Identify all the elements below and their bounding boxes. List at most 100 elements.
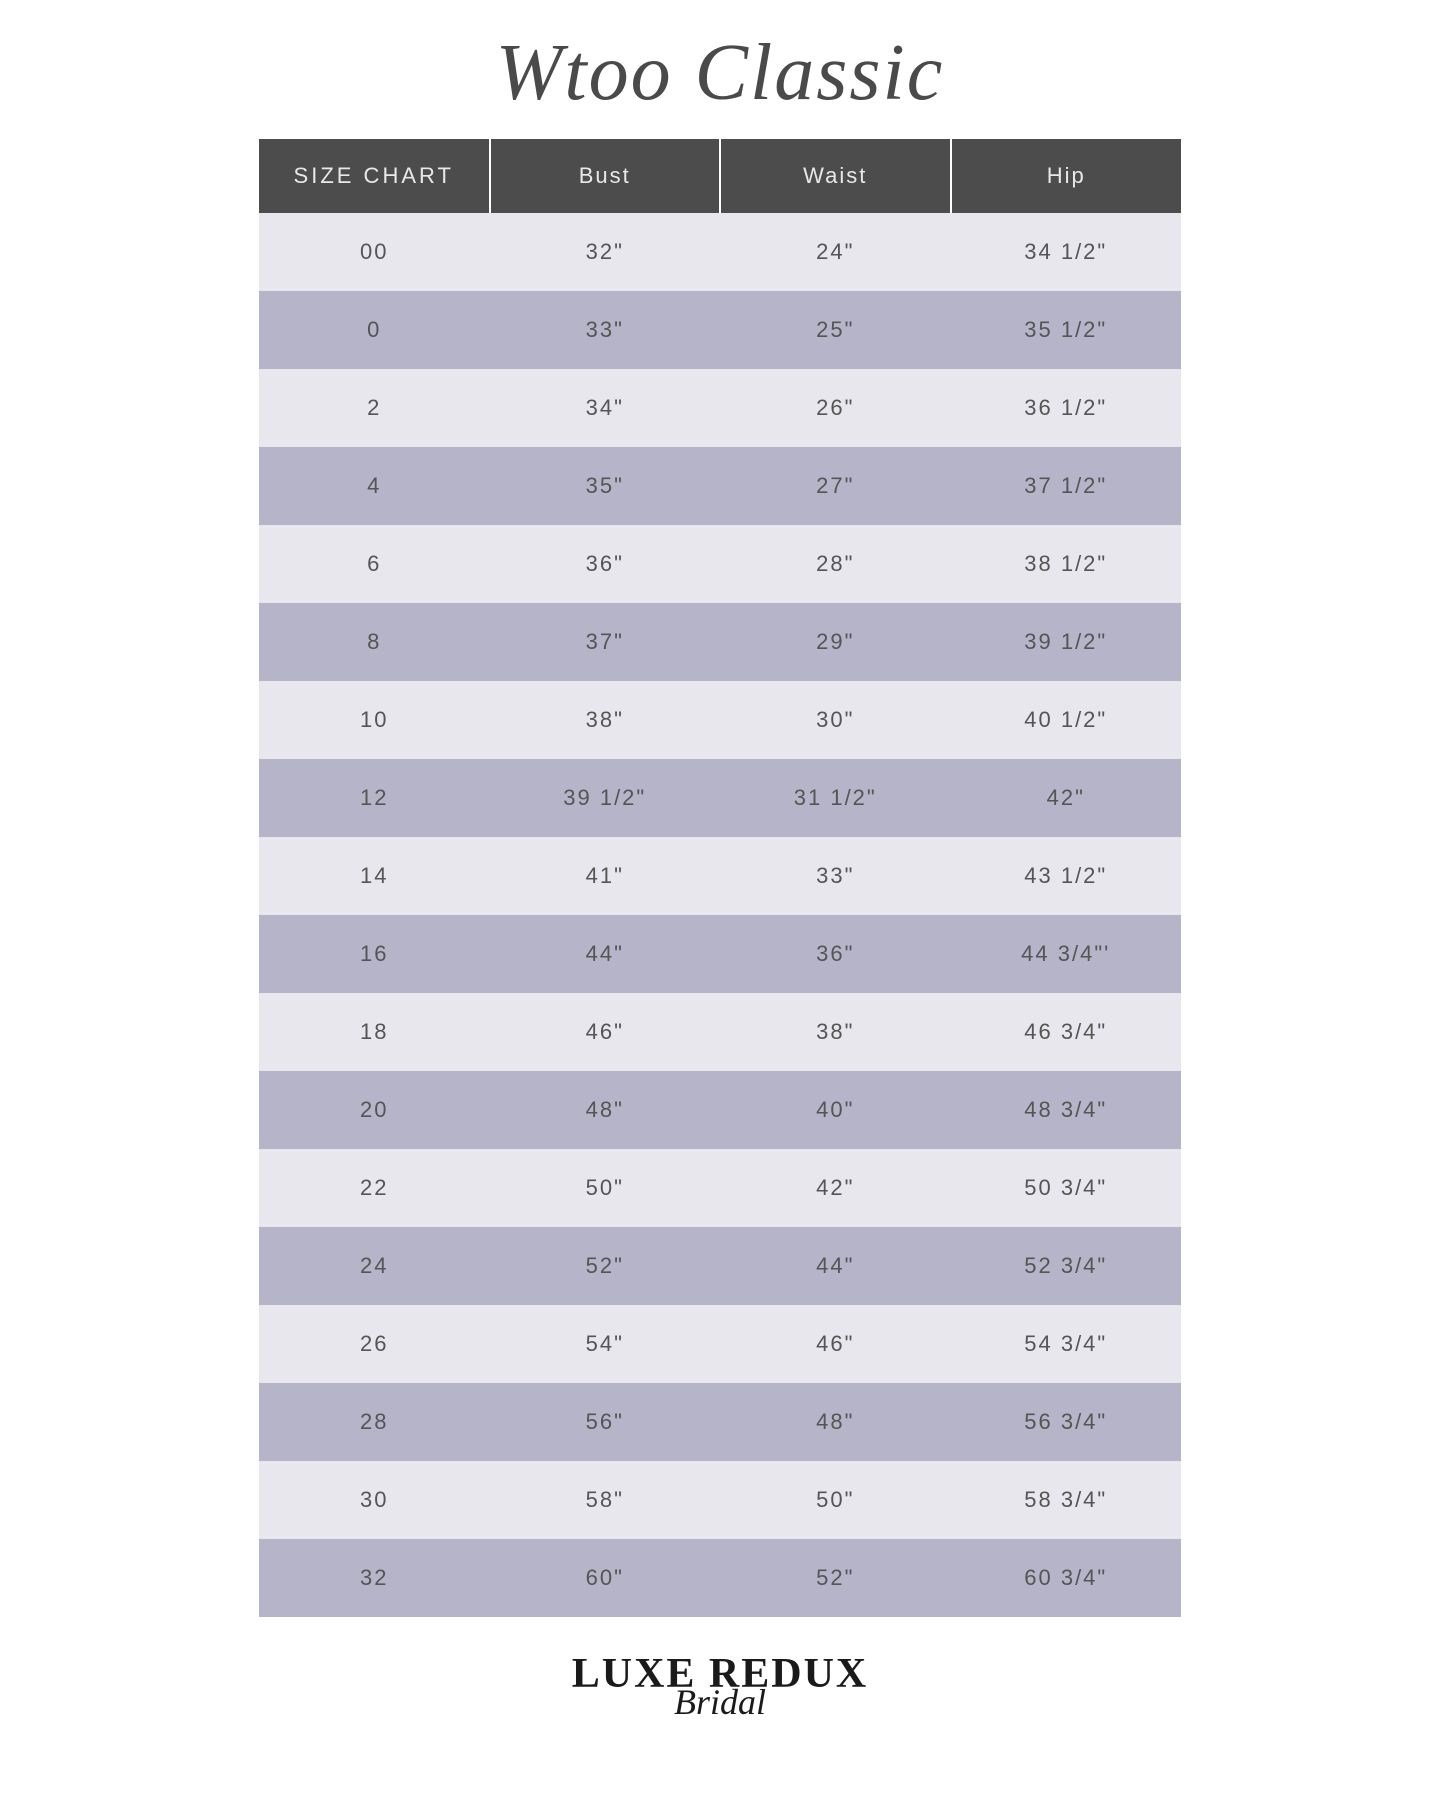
table-row: 636"28"38 1/2" — [259, 525, 1181, 603]
footer-logo: LUXE REDUX Bridal — [0, 1653, 1440, 1723]
table-row: 2654"46"54 3/4" — [259, 1305, 1181, 1383]
table-cell: 22 — [259, 1149, 490, 1227]
table-cell: 6 — [259, 525, 490, 603]
table-cell: 36" — [490, 525, 721, 603]
column-header: Waist — [720, 139, 951, 213]
page-title: Wtoo Classic — [0, 0, 1440, 139]
table-cell: 30 — [259, 1461, 490, 1539]
table-cell: 18 — [259, 993, 490, 1071]
table-cell: 4 — [259, 447, 490, 525]
table-cell: 46 3/4" — [951, 993, 1182, 1071]
table-row: 2856"48"56 3/4" — [259, 1383, 1181, 1461]
table-cell: 52 3/4" — [951, 1227, 1182, 1305]
table-cell: 39 1/2" — [490, 759, 721, 837]
table-cell: 36 1/2" — [951, 369, 1182, 447]
table-cell: 54" — [490, 1305, 721, 1383]
table-cell: 60" — [490, 1539, 721, 1617]
table-cell: 33" — [490, 291, 721, 369]
table-cell: 35" — [490, 447, 721, 525]
table-cell: 37" — [490, 603, 721, 681]
table-cell: 43 1/2" — [951, 837, 1182, 915]
table-cell: 26 — [259, 1305, 490, 1383]
table-row: 435"27"37 1/2" — [259, 447, 1181, 525]
table-row: 1038"30"40 1/2" — [259, 681, 1181, 759]
table-cell: 26" — [720, 369, 951, 447]
table-cell: 28 — [259, 1383, 490, 1461]
table-cell: 38 1/2" — [951, 525, 1182, 603]
table-row: 1441"33"43 1/2" — [259, 837, 1181, 915]
table-cell: 58 3/4" — [951, 1461, 1182, 1539]
table-cell: 16 — [259, 915, 490, 993]
table-cell: 44 3/4"' — [951, 915, 1182, 993]
table-row: 0032"24"34 1/2" — [259, 213, 1181, 291]
table-cell: 42" — [951, 759, 1182, 837]
table-cell: 25" — [720, 291, 951, 369]
table-cell: 30" — [720, 681, 951, 759]
table-cell: 29" — [720, 603, 951, 681]
table-cell: 48 3/4" — [951, 1071, 1182, 1149]
table-cell: 38" — [490, 681, 721, 759]
table-cell: 56 3/4" — [951, 1383, 1182, 1461]
table-cell: 10 — [259, 681, 490, 759]
table-row: 1644"36"44 3/4"' — [259, 915, 1181, 993]
table-cell: 48" — [720, 1383, 951, 1461]
table-row: 033"25"35 1/2" — [259, 291, 1181, 369]
table-cell: 34 1/2" — [951, 213, 1182, 291]
table-cell: 37 1/2" — [951, 447, 1182, 525]
table-cell: 28" — [720, 525, 951, 603]
size-chart-table: SIZE CHARTBustWaistHip 0032"24"34 1/2"03… — [259, 139, 1181, 1617]
table-row: 2048"40"48 3/4" — [259, 1071, 1181, 1149]
table-cell: 46" — [720, 1305, 951, 1383]
table-cell: 27" — [720, 447, 951, 525]
table-cell: 60 3/4" — [951, 1539, 1182, 1617]
table-row: 3260"52"60 3/4" — [259, 1539, 1181, 1617]
table-cell: 54 3/4" — [951, 1305, 1182, 1383]
table-cell: 58" — [490, 1461, 721, 1539]
column-header: Hip — [951, 139, 1182, 213]
table-cell: 20 — [259, 1071, 490, 1149]
table-cell: 41" — [490, 837, 721, 915]
footer-logo-sub: Bridal — [0, 1681, 1440, 1723]
table-cell: 50 3/4" — [951, 1149, 1182, 1227]
table-cell: 31 1/2" — [720, 759, 951, 837]
table-cell: 52" — [490, 1227, 721, 1305]
table-cell: 32" — [490, 213, 721, 291]
column-header: SIZE CHART — [259, 139, 490, 213]
table-row: 837"29"39 1/2" — [259, 603, 1181, 681]
table-cell: 2 — [259, 369, 490, 447]
table-row: 1239 1/2"31 1/2"42" — [259, 759, 1181, 837]
table-cell: 52" — [720, 1539, 951, 1617]
table-cell: 46" — [490, 993, 721, 1071]
table-row: 234"26"36 1/2" — [259, 369, 1181, 447]
table-cell: 36" — [720, 915, 951, 993]
table-cell: 38" — [720, 993, 951, 1071]
table-cell: 35 1/2" — [951, 291, 1182, 369]
table-cell: 12 — [259, 759, 490, 837]
table-cell: 56" — [490, 1383, 721, 1461]
table-cell: 8 — [259, 603, 490, 681]
table-body: 0032"24"34 1/2"033"25"35 1/2"234"26"36 1… — [259, 213, 1181, 1617]
table-row: 2250"42"50 3/4" — [259, 1149, 1181, 1227]
table-row: 1846"38"46 3/4" — [259, 993, 1181, 1071]
table-cell: 50" — [720, 1461, 951, 1539]
table-cell: 44" — [720, 1227, 951, 1305]
column-header: Bust — [490, 139, 721, 213]
table-cell: 39 1/2" — [951, 603, 1182, 681]
table-cell: 14 — [259, 837, 490, 915]
table-cell: 40 1/2" — [951, 681, 1182, 759]
table-cell: 42" — [720, 1149, 951, 1227]
table-row: 2452"44"52 3/4" — [259, 1227, 1181, 1305]
table-cell: 40" — [720, 1071, 951, 1149]
table-cell: 0 — [259, 291, 490, 369]
table-row: 3058"50"58 3/4" — [259, 1461, 1181, 1539]
table-cell: 24 — [259, 1227, 490, 1305]
table-cell: 24" — [720, 213, 951, 291]
table-header: SIZE CHARTBustWaistHip — [259, 139, 1181, 213]
table-cell: 50" — [490, 1149, 721, 1227]
table-cell: 00 — [259, 213, 490, 291]
table-cell: 33" — [720, 837, 951, 915]
table-cell: 48" — [490, 1071, 721, 1149]
table-cell: 32 — [259, 1539, 490, 1617]
table-cell: 34" — [490, 369, 721, 447]
table-cell: 44" — [490, 915, 721, 993]
